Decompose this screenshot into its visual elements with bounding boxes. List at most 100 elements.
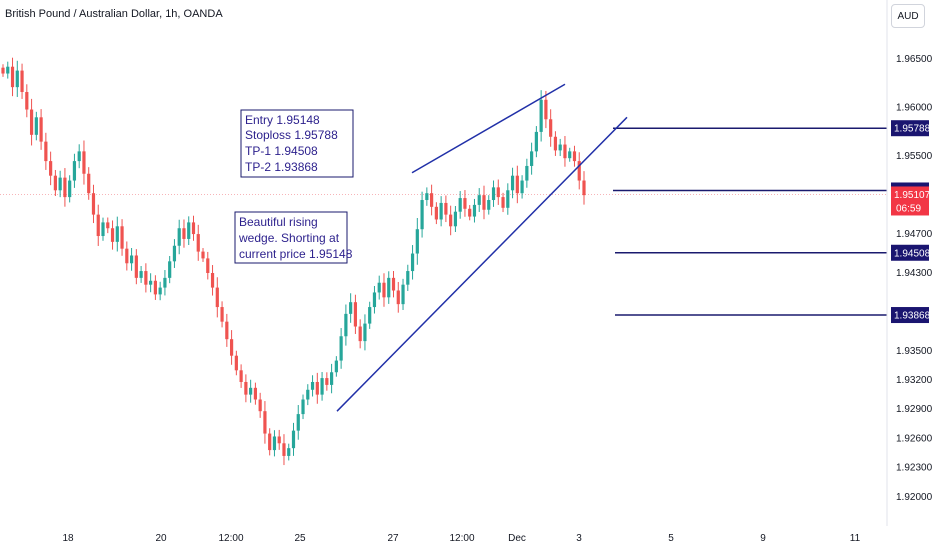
- candle-body: [272, 436, 277, 451]
- candle-body: [172, 245, 177, 262]
- candle-body: [410, 253, 415, 272]
- price-tick-label: 1.92000: [896, 492, 932, 503]
- price-axis[interactable]: 1.96500 1.96000 1.95500 1.94700 1.94300 1.935…: [896, 54, 932, 503]
- candle-body: [315, 381, 319, 395]
- candle-body: [334, 360, 338, 373]
- candle-body: [472, 204, 477, 217]
- candle-body: [553, 136, 558, 151]
- currency-button[interactable]: AUD: [891, 4, 925, 28]
- trendline-drawings[interactable]: [336, 83, 628, 412]
- candle-body: [253, 387, 258, 400]
- candle-body: [268, 433, 272, 451]
- candle-body: [449, 214, 453, 227]
- candle-body: [349, 302, 353, 314]
- candle-body: [6, 66, 10, 74]
- candle-body: [72, 161, 77, 181]
- candle-body: [82, 151, 86, 174]
- candle-body: [58, 177, 62, 191]
- current-price-label: 1.95107: [894, 190, 931, 201]
- candle-body: [453, 211, 458, 227]
- candle-body: [387, 277, 391, 298]
- candle-body: [29, 109, 34, 135]
- candle-body: [482, 195, 486, 210]
- candle-body: [572, 151, 577, 162]
- candle-body: [549, 119, 553, 137]
- candle-body: [382, 282, 386, 298]
- candle-body: [177, 228, 181, 246]
- time-axis[interactable]: 18 20 12:00 25 27 12:00 Dec 3 5 9 11: [62, 533, 860, 544]
- price-tick-label: 1.94300: [896, 268, 932, 279]
- candle-body: [396, 290, 400, 305]
- candle-body: [229, 339, 234, 356]
- note-tp2: TP-2 1.93868: [245, 160, 318, 174]
- time-tick-label: 20: [155, 533, 167, 544]
- candle-body: [563, 144, 567, 159]
- price-tick-label: 1.95500: [896, 151, 932, 162]
- candle-body: [129, 255, 134, 264]
- candle-body: [468, 208, 472, 217]
- candle-body: [430, 193, 434, 207]
- candle-body: [339, 336, 343, 361]
- candle-body: [510, 175, 515, 191]
- candle-body: [477, 195, 481, 205]
- candle-body: [106, 222, 110, 229]
- candle-body: [577, 161, 581, 181]
- candle-body: [10, 66, 15, 88]
- candle-body: [168, 261, 172, 278]
- candle-body: [434, 206, 438, 220]
- candle-body: [310, 381, 315, 390]
- time-tick-label: 25: [294, 533, 306, 544]
- level-price-tag: [891, 244, 929, 261]
- candle-body: [110, 228, 115, 242]
- level-price-tag: [891, 307, 929, 324]
- candle-body: [291, 430, 296, 449]
- candle-body: [206, 258, 210, 273]
- candle-body: [144, 271, 148, 285]
- note-tp1: TP-1 1.94508: [245, 144, 318, 158]
- candle-body: [534, 131, 538, 152]
- note-stoploss: Stoploss 1.95788: [245, 128, 338, 142]
- level-price-tag-label: 1.93868: [894, 311, 931, 322]
- price-tick-label: 1.93500: [896, 346, 932, 357]
- candle-body: [372, 292, 377, 308]
- note-analysis-line-1: Beautiful rising: [239, 215, 318, 229]
- candle-body: [506, 190, 510, 208]
- candle-body: [139, 271, 143, 278]
- candle-body: [282, 443, 286, 456]
- wedge-upper-trendline[interactable]: [411, 83, 566, 174]
- candle-body: [391, 277, 396, 291]
- candle-body: [501, 197, 505, 208]
- candle-body: [125, 248, 129, 264]
- candle-body: [96, 214, 100, 237]
- time-tick-label: 27: [387, 533, 399, 544]
- symbol-title: British Pound / Australian Dollar, 1h, O…: [5, 8, 223, 20]
- candle-body: [115, 226, 119, 242]
- wedge-lower-trendline[interactable]: [336, 116, 628, 412]
- price-tick-label: 1.92300: [896, 463, 932, 474]
- candle-body: [329, 372, 334, 385]
- candle-body: [91, 193, 96, 215]
- candle-body: [525, 165, 529, 181]
- level-price-tag-label: 1.94508: [894, 248, 931, 259]
- note-analysis-line-3: current price 1.95148: [239, 247, 353, 261]
- price-tick-label: 1.93200: [896, 375, 932, 386]
- trade-plan-note[interactable]: Entry 1.95148 Stoploss 1.95788 TP-1 1.94…: [240, 109, 354, 178]
- candle-body: [182, 228, 186, 239]
- candle-body: [515, 175, 519, 194]
- candle-body: [215, 287, 219, 308]
- candle-body: [44, 141, 48, 162]
- current-price-tag: [891, 186, 929, 216]
- candle-body: [568, 151, 572, 159]
- candle-body: [539, 99, 543, 132]
- candle-body: [415, 229, 419, 254]
- candle-body: [306, 389, 310, 400]
- candle-body: [25, 92, 29, 110]
- candle-body: [15, 70, 19, 88]
- candle-body: [120, 226, 124, 249]
- candle-body: [320, 378, 324, 395]
- candle-body: [210, 273, 215, 288]
- analysis-note[interactable]: Beautiful rising wedge. Shorting at curr…: [234, 211, 353, 264]
- candle-body: [301, 399, 305, 415]
- price-tick-label: 1.92600: [896, 433, 932, 444]
